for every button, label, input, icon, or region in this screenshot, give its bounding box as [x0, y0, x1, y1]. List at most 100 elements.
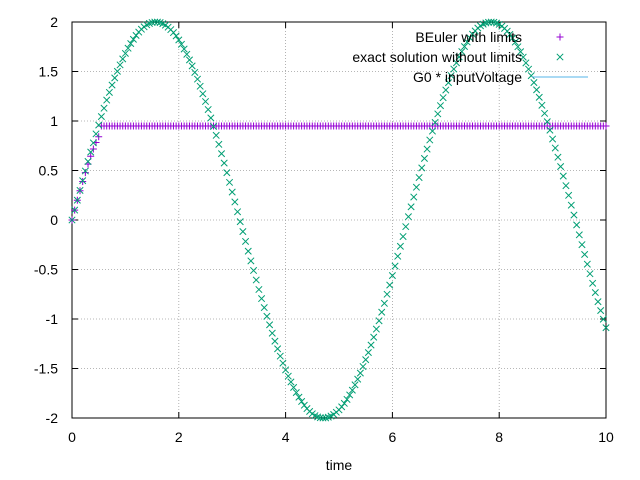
data-point — [583, 260, 591, 268]
data-point — [591, 289, 599, 297]
data-point — [506, 30, 514, 38]
data-point — [183, 50, 191, 58]
data-point — [153, 18, 161, 26]
data-point — [396, 242, 404, 250]
data-point — [346, 391, 354, 399]
data-point — [220, 159, 228, 167]
data-point — [316, 414, 324, 422]
legend: BEuler with limits exact solution without… — [352, 29, 588, 85]
data-point — [586, 270, 594, 278]
data-point — [322, 414, 330, 422]
data-point — [412, 183, 420, 191]
data-point — [410, 193, 418, 201]
data-point — [562, 182, 570, 190]
data-point — [79, 177, 87, 185]
data-point — [356, 369, 364, 377]
data-point — [172, 32, 180, 40]
data-point — [541, 109, 549, 117]
y-tick-label: 1 — [50, 113, 58, 129]
legend-entry-1: exact solution without limits — [352, 49, 564, 65]
data-point — [444, 79, 453, 87]
data-point — [196, 82, 204, 90]
data-point — [597, 307, 605, 315]
data-point — [129, 35, 137, 43]
data-point — [105, 88, 113, 96]
data-point — [284, 372, 292, 380]
data-point — [217, 150, 226, 158]
data-point — [199, 90, 207, 98]
data-point — [231, 198, 239, 206]
data-point — [124, 44, 132, 52]
data-point — [87, 148, 95, 156]
y-tick-label: 2 — [50, 14, 58, 30]
data-point — [348, 386, 356, 394]
data-point — [295, 393, 303, 401]
data-point — [570, 211, 578, 219]
data-point — [447, 72, 455, 80]
data-point — [119, 55, 127, 63]
data-point — [511, 38, 519, 46]
data-point — [404, 213, 412, 221]
data-point — [415, 173, 423, 182]
data-point — [343, 395, 351, 403]
data-point — [252, 276, 260, 284]
data-point — [372, 325, 380, 333]
data-point — [394, 252, 402, 260]
data-point — [559, 172, 567, 180]
data-point — [508, 34, 517, 42]
data-point — [250, 266, 258, 275]
data-point — [279, 359, 287, 367]
data-point — [367, 341, 375, 349]
data-point — [484, 18, 493, 26]
data-point — [73, 196, 81, 204]
series-0 — [68, 122, 610, 224]
data-point — [490, 18, 498, 26]
data-point — [84, 157, 92, 166]
data-point — [538, 101, 546, 109]
legend-entry-0: BEuler with limits — [415, 29, 564, 45]
x-tick-label: 0 — [68, 429, 76, 445]
legend-entry-2: G0 * inputVoltage — [413, 69, 588, 85]
data-point — [359, 362, 367, 371]
y-tick-label: 0.5 — [39, 163, 59, 179]
data-point — [290, 383, 298, 391]
data-point — [68, 216, 76, 224]
data-point — [185, 56, 194, 64]
legend-marker — [556, 53, 564, 61]
data-point — [575, 231, 583, 239]
y-tick-label: -1.5 — [34, 361, 58, 377]
x-tick-label: 2 — [175, 429, 183, 445]
data-point — [76, 186, 84, 194]
data-point — [351, 381, 359, 389]
data-point — [244, 247, 252, 255]
data-point — [452, 59, 461, 67]
grid — [72, 22, 606, 418]
data-point — [418, 164, 426, 172]
y-tick-label: 1.5 — [39, 64, 59, 80]
data-point — [551, 144, 559, 152]
data-point — [209, 122, 218, 130]
data-point — [127, 40, 135, 48]
series-layer — [68, 18, 610, 422]
data-point — [391, 262, 399, 270]
data-point — [292, 389, 300, 397]
data-point — [188, 62, 196, 70]
data-point — [450, 65, 458, 73]
y-tick-label: -1 — [46, 311, 59, 327]
data-point — [247, 257, 255, 265]
data-point — [340, 399, 348, 407]
data-point — [364, 349, 372, 357]
data-point — [383, 290, 391, 298]
data-point — [386, 281, 394, 289]
data-point — [573, 221, 581, 229]
data-point — [89, 139, 97, 147]
data-point — [380, 299, 388, 307]
y-tick-label: -0.5 — [34, 262, 58, 278]
data-point — [602, 324, 610, 332]
data-point — [458, 48, 466, 56]
data-point — [228, 188, 236, 196]
data-point — [116, 61, 124, 69]
data-point — [517, 48, 525, 56]
x-tick-label: 10 — [598, 429, 614, 445]
data-point — [428, 127, 437, 135]
